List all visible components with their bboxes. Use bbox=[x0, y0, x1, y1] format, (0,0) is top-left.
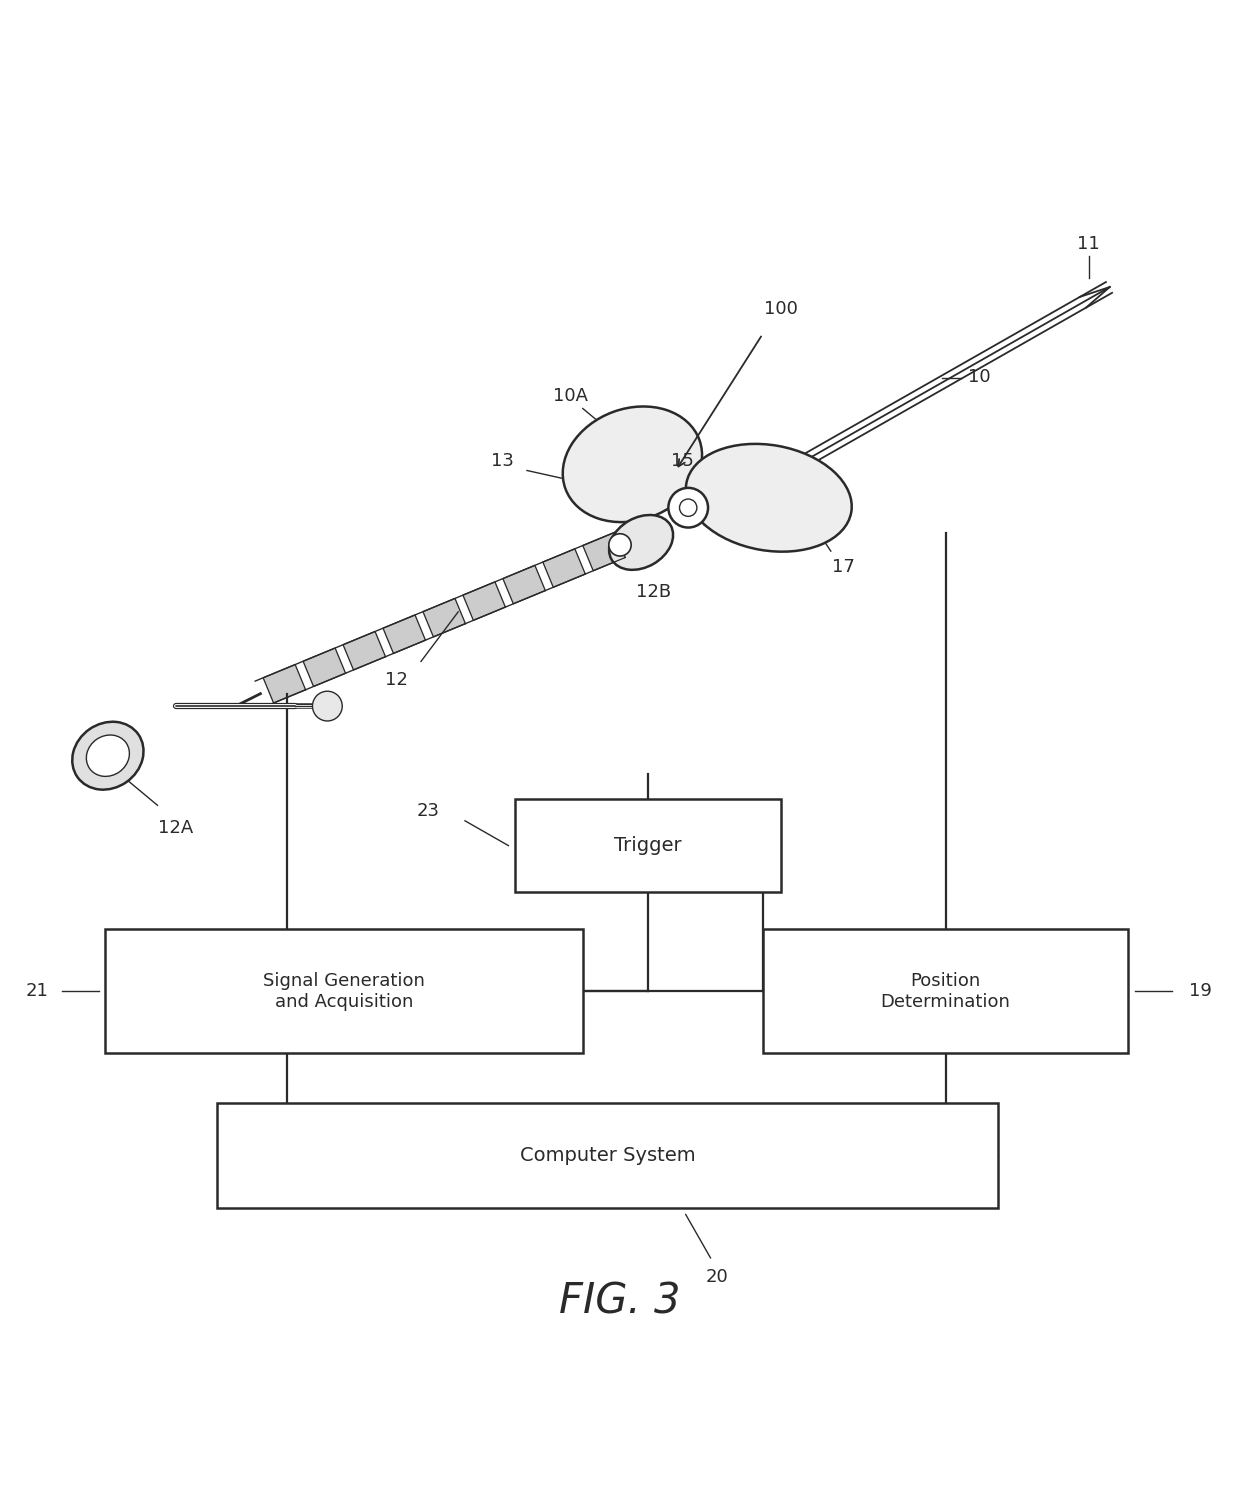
Bar bbox=[105, 929, 583, 1054]
Polygon shape bbox=[343, 631, 386, 670]
Text: 21: 21 bbox=[26, 982, 48, 1000]
Ellipse shape bbox=[87, 735, 129, 776]
Text: 12: 12 bbox=[384, 672, 408, 690]
Text: 12A: 12A bbox=[159, 818, 193, 836]
Text: 12B: 12B bbox=[636, 583, 671, 601]
Circle shape bbox=[668, 487, 708, 528]
Text: 10A: 10A bbox=[553, 387, 588, 405]
Text: Signal Generation
and Acquisition: Signal Generation and Acquisition bbox=[263, 971, 425, 1010]
Polygon shape bbox=[543, 549, 585, 588]
Polygon shape bbox=[503, 565, 546, 604]
Text: 17: 17 bbox=[832, 558, 854, 576]
Ellipse shape bbox=[609, 516, 673, 570]
Polygon shape bbox=[463, 582, 506, 621]
Polygon shape bbox=[263, 664, 305, 703]
Polygon shape bbox=[383, 615, 425, 654]
Polygon shape bbox=[303, 648, 346, 687]
Circle shape bbox=[609, 534, 631, 556]
Text: FIG. 3: FIG. 3 bbox=[559, 1280, 681, 1322]
Polygon shape bbox=[583, 532, 625, 571]
Text: Computer System: Computer System bbox=[520, 1147, 696, 1165]
Bar bbox=[515, 799, 781, 892]
Text: 20: 20 bbox=[706, 1268, 728, 1286]
Text: 23: 23 bbox=[417, 802, 439, 820]
Text: 11: 11 bbox=[1078, 234, 1100, 252]
Text: Trigger: Trigger bbox=[614, 836, 682, 854]
Circle shape bbox=[680, 499, 697, 516]
Text: 100: 100 bbox=[764, 300, 799, 318]
Text: 15: 15 bbox=[671, 451, 693, 469]
Ellipse shape bbox=[72, 721, 144, 790]
Bar bbox=[217, 1103, 998, 1208]
Polygon shape bbox=[423, 598, 465, 637]
Text: 13: 13 bbox=[491, 451, 513, 469]
Ellipse shape bbox=[563, 406, 702, 522]
Text: Position
Determination: Position Determination bbox=[880, 971, 1011, 1010]
Text: 19: 19 bbox=[1189, 982, 1211, 1000]
Text: 10: 10 bbox=[968, 369, 991, 387]
Bar bbox=[763, 929, 1128, 1054]
Circle shape bbox=[312, 691, 342, 721]
Ellipse shape bbox=[686, 444, 852, 552]
